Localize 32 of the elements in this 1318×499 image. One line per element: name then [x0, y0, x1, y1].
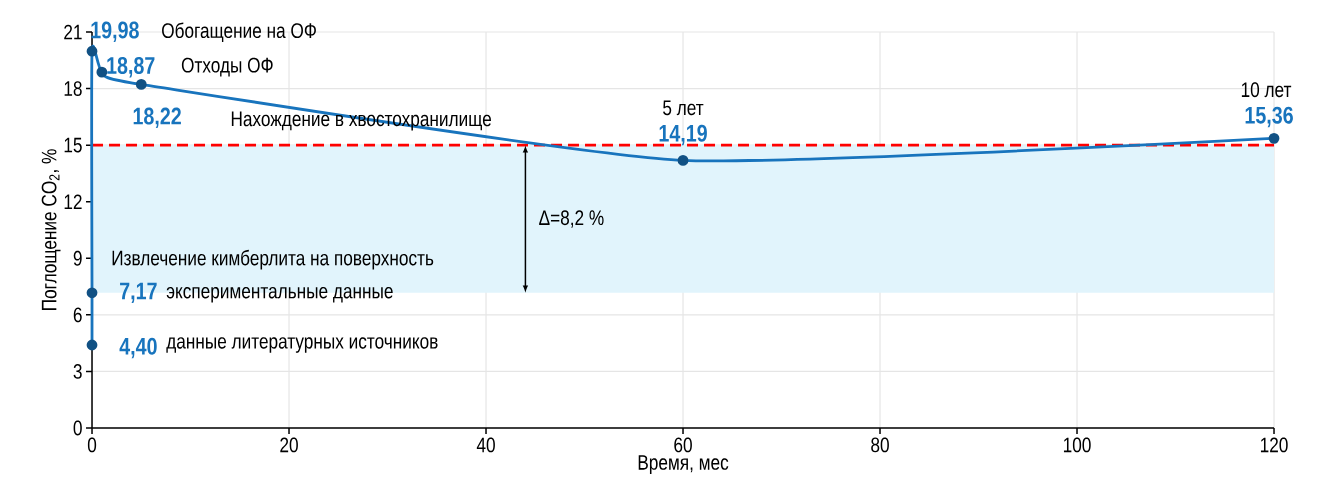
data-label: 18,87: [107, 56, 155, 78]
x-tick-label: 80: [871, 437, 889, 453]
x-tick-label: 120: [1260, 437, 1288, 453]
annotation: Извлечение кимберлита на поверхность: [112, 249, 434, 270]
x-tick-label: 100: [1063, 437, 1091, 453]
annotation: 10 лет: [1241, 82, 1292, 98]
annotation: Обогащение на ОФ: [162, 22, 316, 43]
data-label: 18,22: [133, 107, 181, 129]
annotation: 5 лет: [663, 100, 704, 116]
y-tick-label: 21: [64, 24, 82, 40]
data-label: 7,17: [120, 282, 157, 303]
x-tick-label: 20: [280, 437, 298, 453]
data-label: 4,40: [119, 337, 157, 359]
annotation: данные литературных источников: [166, 337, 438, 353]
x-axis-title: Время, мес: [638, 455, 729, 475]
data-label: 15,36: [1245, 106, 1293, 128]
data-label: 19,98: [91, 21, 139, 43]
y-tick-label: 3: [73, 363, 82, 379]
y-tick-label: 9: [73, 250, 82, 266]
y-tick-label: 6: [73, 307, 82, 323]
x-tick-label: 0: [87, 437, 97, 453]
annotation: Δ=8,2 %: [539, 210, 604, 228]
y-tick-label: 15: [64, 137, 82, 153]
annotation: экспериментальные данные: [166, 286, 393, 303]
annotation: Отходы ОФ: [181, 57, 273, 77]
y-tick-label: 0: [73, 420, 82, 436]
data-label: 14,19: [659, 124, 707, 146]
y-axis-title: Поглощение CO$_{2}$, %: [41, 149, 61, 310]
y-tick-label: 18: [64, 81, 82, 96]
y-tick-label: 12: [64, 194, 82, 210]
x-tick-label: 40: [476, 437, 495, 453]
x-tick-label: 60: [674, 437, 692, 453]
